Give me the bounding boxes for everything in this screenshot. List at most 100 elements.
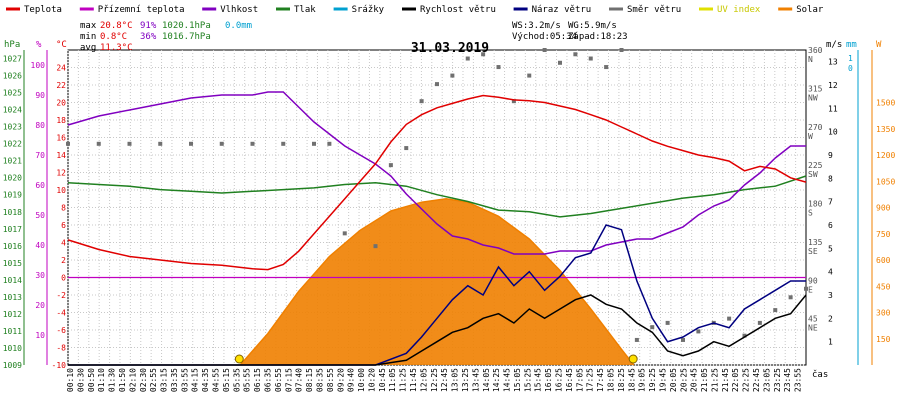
legend-label-6: Náraz větru [532,5,592,15]
x-tick-label: 20:45 [690,368,699,392]
axis-mm: mm 10 [846,40,859,365]
ticks-watt-label: 600 [876,256,891,265]
series-wind-gust [68,224,806,366]
x-tick-label: 05:15 [222,368,231,392]
series-wind-dir-point [573,52,578,57]
ticks-ms-label: 5 [828,244,833,253]
ticks-mm-label: 0 [848,64,853,73]
x-tick-label: 08:15 [305,368,314,392]
ticks-hpa-label: 1015 [3,259,22,268]
x-tick-label: 15:05 [513,368,522,392]
axis-hpa: hPa 1027 1026 1025 1024 1023 1022 1021 1020 1019… [3,40,25,370]
ticks-ms-label: 3 [828,291,833,300]
series-wind-dir-point [558,60,562,65]
x-tick-label: 16:25 [555,368,564,392]
axis-ms: m/s 13 12 11 10 9 8 7 6 5 4 3 2 1 [826,40,842,347]
ticks-ms-label: 1 [828,338,833,347]
axis-hpa-unit: hPa [4,40,20,50]
series-wind-dir-point [96,141,101,146]
series-wind-dir-point [342,231,347,236]
stats-min-hum: 36% [140,32,157,42]
ticks-pct-label: 70 [35,151,45,160]
ticks-celsius-label: -2 [56,291,66,300]
axis-hpa-ticks: 1027 1026 1025 1024 1023 1022 1021 1020 1019 1018… [3,55,22,370]
x-tick-label: 08:55 [326,368,335,392]
x-tick-label: 05:55 [243,368,252,392]
series-wind-dir-point [435,82,439,87]
stats-sunset: Západ:18:23 [568,32,628,42]
x-tick-label: 16:45 [565,368,574,392]
x-tick-label: 02:10 [128,368,137,392]
legend-label-8: UV index [717,5,761,15]
stats-min-temp: 0.8°C [100,32,127,42]
ticks-watt-label: 300 [876,309,891,318]
x-tick-label: 18:45 [627,368,636,392]
x-tick-label: 13:05 [451,368,460,392]
x-tick-label: 21:05 [700,368,709,392]
ticks-hpa-label: 1027 [3,55,22,64]
x-tick-label: 20:05 [669,368,678,392]
ticks-hpa-label: 1019 [3,191,22,200]
x-tick-label: 01:10 [97,368,106,392]
x-tick-label: 01:30 [108,368,117,392]
ticks-celsius-label: 12 [56,169,66,178]
ticks-celsius-label: 2 [61,256,66,265]
ticks-pct-label: 90 [35,91,45,100]
axis-celsius-unit: °C [56,40,67,50]
ticks-dir-label: 135 [808,238,823,247]
ticks-dir-label: NE [808,324,818,333]
ticks-celsius-label: -6 [56,326,66,335]
x-tick-label: 00:10 [66,368,75,392]
x-tick-label: 14:05 [482,368,491,392]
ticks-hpa-label: 1017 [3,225,22,234]
x-tick-label: 13:45 [471,368,480,392]
series-wind-dir-point [650,325,655,330]
axis-pct-ticks: 100 90 80 70 60 50 40 30 20 10 [31,61,46,340]
ticks-dir-label: 360 [808,46,823,55]
ticks-ms-label: 11 [828,104,838,113]
stats-sunrise: Východ:05:34 [512,32,577,42]
x-tick-label: 19:45 [658,368,667,392]
ticks-watt-label: 900 [876,204,891,213]
x-tick-label: 04:35 [201,368,210,392]
ticks-hpa-label: 1022 [3,140,22,149]
x-tick-label: 08:35 [315,368,324,392]
series-wind-dir-point [388,163,393,168]
x-tick-label: 06:55 [274,368,283,392]
series-wind-dir-point [481,52,486,57]
ticks-celsius-label: -8 [56,344,66,353]
ticks-dir-label: E [808,285,813,294]
series-wind-dir-point [419,99,424,104]
series-wind-dir-point [757,320,762,325]
stats-max-rain: 0.0mm [225,21,252,31]
x-tick-label: 10:45 [378,368,387,392]
stats-avg-temp: 11.3°C [100,43,133,53]
x-tick-label: 23:45 [783,368,792,392]
ticks-hpa-label: 1023 [3,123,22,132]
axis-ms-ticks: 13 12 11 10 9 8 7 6 5 4 3 2 1 [828,58,838,347]
ticks-ms-label: 13 [828,58,838,67]
series-wind-dir-point [373,244,378,249]
x-tick-label: 09:40 [347,368,356,392]
axis-mm-unit: mm [846,40,857,50]
ticks-hpa-label: 1013 [3,293,22,302]
axis-watt-ticks: 1500 1350 1200 1050 900 750 600 450 300 150 [876,99,895,344]
x-tick-label: 11:25 [399,368,408,392]
ticks-dir-label: 45 [808,315,818,324]
x-tick-label: 23:05 [762,368,771,392]
stats-wg: WG:5.9m/s [568,21,617,31]
x-tick-label: 22:25 [742,368,751,392]
series-wind-dir-point [219,141,224,146]
series-wind-dir-point [634,337,639,342]
ticks-ms-label: 4 [828,268,833,277]
x-tick-label: 14:25 [492,368,501,392]
ticks-celsius-label: -10 [52,361,67,370]
series-wind-dir-point [450,73,455,78]
series-wind-dir-point [312,141,316,146]
series-wind-dir-point [327,141,332,146]
ticks-dir-label: S [808,209,813,218]
ticks-pct-label: 100 [31,61,46,70]
x-tick-label: 21:45 [721,368,730,392]
